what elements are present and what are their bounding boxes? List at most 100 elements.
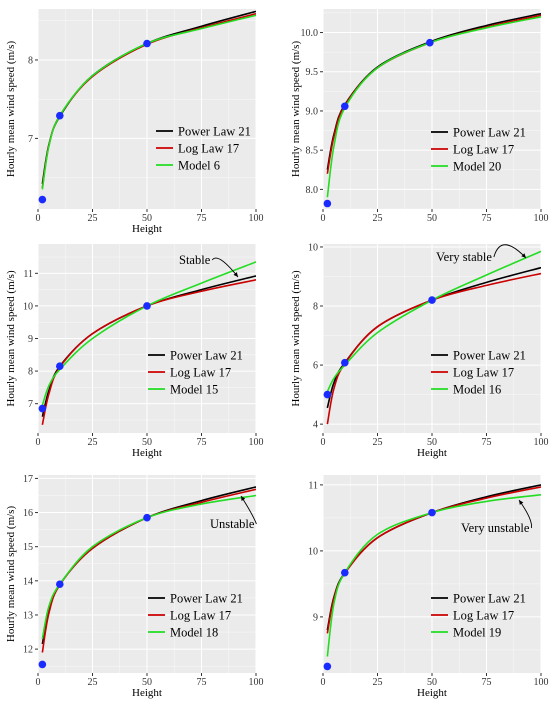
y-tick-label: 10: [23, 301, 33, 312]
observed-data-point: [143, 513, 151, 522]
legend: Power Law 21 Log Law 17 Model 16: [431, 349, 526, 397]
series-line-model-18: [41, 494, 256, 640]
observed-data-point: [426, 38, 434, 47]
y-tick-label: 7: [28, 134, 33, 145]
regime-annotation: Unstable: [210, 517, 255, 531]
x-axis-title: Height: [132, 687, 162, 699]
x-tick-label: 25: [88, 677, 98, 688]
observed-data-point: [341, 102, 349, 111]
chart-svg: 0 25 50 75 100 4 6 8 10 Power Law 21 Log Law 17 Mod…: [290, 242, 549, 459]
legend-label: Power Law 21: [453, 126, 526, 140]
x-tick-label: 25: [373, 437, 383, 448]
series-line-model-20: [326, 16, 541, 198]
y-axis-title: Hourly mean wind speed (m/s): [5, 506, 17, 643]
legend-label: Model 15: [170, 383, 218, 397]
x-tick-label: 75: [482, 437, 492, 448]
y-tick-label: 8.0: [306, 185, 319, 196]
chart-svg: 0 25 50 75 100 12 13 14 15 16 17 Power Law 21 Log La…: [5, 474, 264, 699]
legend-label: Log Law 17: [178, 142, 239, 156]
x-tick-label: 0: [321, 213, 326, 224]
x-tick-label: 100: [249, 437, 264, 448]
legend-label: Power Law 21: [170, 592, 243, 606]
legend-label: Log Law 17: [453, 366, 514, 380]
x-tick-label: 75: [197, 437, 207, 448]
y-tick-label: 9.5: [306, 67, 319, 78]
chart-svg: 0 25 50 75 100 7 8 Power Law 21 Log Law 17 Model …: [5, 9, 264, 235]
y-tick-label: 16: [23, 508, 33, 519]
legend-label: Power Law 21: [453, 592, 526, 606]
y-axis-title: Hourly mean wind speed (m/s): [5, 41, 17, 178]
series-line-log-law-17: [326, 486, 541, 634]
annotation-arrow: [493, 244, 527, 259]
legend: Power Law 21 Log Law 17 Model 18: [148, 592, 243, 640]
observed-data-point: [56, 580, 64, 589]
annotation-arrow: [211, 257, 239, 278]
chart-svg: 0 25 50 75 100 7 8 9 10 11 Power Law 21 Log Law 17 M…: [5, 244, 264, 459]
x-tick-label: 25: [88, 213, 98, 224]
y-tick-label: 12: [23, 645, 33, 656]
observed-data-point: [38, 660, 47, 669]
regime-annotation: Very unstable: [461, 521, 530, 535]
chart-panel-very-stable-model-16: 0 25 50 75 100 4 6 8 10 Power Law 21 Log Law 17 Mod…: [285, 236, 549, 459]
legend-label: Power Law 21: [178, 125, 251, 139]
x-axis-title: Height: [417, 447, 447, 459]
x-tick-label: 50: [427, 677, 437, 688]
chart-panel-unstable-model-18: 0 25 50 75 100 12 13 14 15 16 17 Power Law 21 Log La…: [0, 467, 264, 699]
observed-data-point: [38, 195, 47, 204]
x-tick-label: 75: [482, 213, 492, 224]
y-tick-label: 9: [313, 612, 318, 623]
observed-data-point: [143, 39, 151, 48]
observed-data-point: [38, 404, 47, 413]
legend-label: Power Law 21: [170, 349, 243, 363]
legend: Power Law 21 Log Law 17 Model 15: [148, 349, 243, 397]
legend-label: Model 16: [453, 383, 501, 397]
y-tick-label: 15: [23, 542, 33, 553]
legend-label: Model 18: [170, 626, 218, 640]
x-tick-label: 50: [142, 213, 152, 224]
series-line-log-law-17: [41, 488, 256, 653]
legend-label: Model 19: [453, 626, 501, 640]
x-tick-label: 75: [197, 213, 207, 224]
chart-panel-power-law-vs-model-20: 0 25 50 75 100 8.0 8.5 9.0 9.5 10.0 Power Law 21 Lo…: [285, 1, 549, 235]
x-tick-label: 75: [482, 677, 492, 688]
chart-panel-stable-model-15: 0 25 50 75 100 7 8 9 10 11 Power Law 21 Log Law 17 M…: [0, 236, 264, 459]
x-tick-label: 25: [373, 677, 383, 688]
legend-label: Power Law 21: [453, 349, 526, 363]
x-tick-label: 50: [142, 677, 152, 688]
annotation-arrowhead: [521, 253, 526, 258]
x-tick-label: 50: [427, 437, 437, 448]
y-tick-label: 6: [313, 361, 318, 372]
x-tick-label: 25: [373, 213, 383, 224]
y-tick-label: 8: [28, 55, 33, 66]
legend: Power Law 21 Log Law 17 Model 19: [431, 592, 526, 640]
regime-annotation: Very stable: [436, 250, 492, 264]
observed-data-point: [428, 296, 436, 304]
observed-data-point: [323, 390, 332, 399]
x-axis-title: Height: [132, 447, 162, 459]
chart-svg: 0 25 50 75 100 8.0 8.5 9.0 9.5 10.0 Power Law 21 Lo…: [290, 9, 549, 224]
series-line-model-6: [41, 14, 256, 190]
observed-data-point: [323, 199, 332, 208]
y-tick-label: 8: [28, 367, 33, 378]
y-axis-title: Hourly mean wind speed (m/s): [290, 270, 302, 407]
legend-label: Model 20: [453, 160, 501, 174]
y-axis-title: Hourly mean wind speed (m/s): [290, 41, 302, 178]
observed-data-point: [323, 662, 332, 671]
legend-label: Log Law 17: [170, 366, 231, 380]
x-tick-label: 0: [36, 437, 41, 448]
x-tick-label: 100: [534, 213, 549, 224]
x-tick-label: 100: [534, 677, 549, 688]
y-tick-label: 9.0: [306, 106, 319, 117]
series-line-model-15: [41, 261, 256, 406]
observed-data-point: [428, 508, 436, 517]
x-axis-title: Height: [417, 687, 447, 699]
chart-panel-power-law-vs-model-6: 0 25 50 75 100 7 8 Power Law 21 Log Law 17 Model …: [0, 1, 264, 235]
y-tick-label: 8.5: [306, 146, 319, 157]
series-line-model-16: [326, 250, 541, 393]
y-tick-label: 10.0: [301, 28, 319, 39]
y-tick-label: 4: [313, 420, 318, 431]
annotation-arrowhead: [241, 496, 246, 501]
observed-data-point: [143, 302, 151, 310]
x-tick-label: 0: [321, 437, 326, 448]
x-tick-label: 0: [36, 213, 41, 224]
